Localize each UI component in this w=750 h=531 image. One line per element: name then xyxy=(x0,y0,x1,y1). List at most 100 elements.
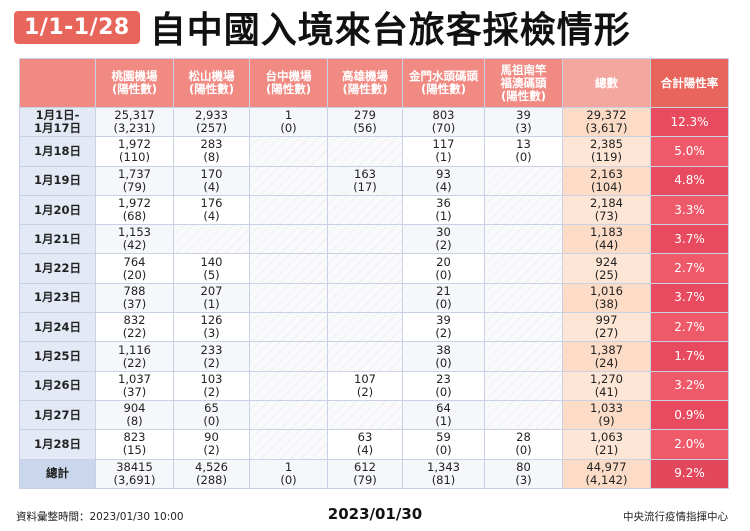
data-cell: 140 (5) xyxy=(173,253,250,284)
data-cell: 1,343 (81) xyxy=(402,458,485,489)
data-cell: 170 (4) xyxy=(173,165,250,196)
empty-cell xyxy=(249,341,328,372)
empty-cell xyxy=(249,282,328,314)
column-header: 台中機場 (陽性數) xyxy=(249,58,328,108)
positive-rate-cell: 3.7% xyxy=(650,282,729,314)
empty-cell xyxy=(484,312,563,343)
data-cell: 1,972 (110) xyxy=(95,136,174,167)
page-header: 1/1-1/28 自中國入境來台旅客採檢情形 xyxy=(14,4,631,51)
table-row: 1月20日 1,972 (68) 176 (4) 36 (1) 2,184 (73) 3.3% xyxy=(19,194,729,226)
empty-cell xyxy=(327,282,403,314)
empty-cell xyxy=(484,253,563,284)
empty-cell xyxy=(249,194,328,226)
empty-cell xyxy=(327,194,403,226)
data-cell: 90 (2) xyxy=(173,429,250,460)
total-cell: 2,163 (104) xyxy=(562,165,651,196)
table-row: 1月1日- 1月17日 25,317 (3,231) 2,933 (257) 1 (0) 279… xyxy=(19,106,729,138)
empty-cell xyxy=(484,370,563,401)
data-cell: 163 (17) xyxy=(327,165,403,196)
total-cell: 1,183 (44) xyxy=(562,224,651,255)
table-row: 1月21日 1,153 (42) 30 (2) 1,183 (44) 3.7% xyxy=(19,224,729,255)
empty-cell xyxy=(249,253,328,284)
data-cell: 788 (37) xyxy=(95,282,174,314)
total-cell: 1,016 (38) xyxy=(562,282,651,314)
empty-cell xyxy=(484,194,563,226)
data-cell: 1,972 (68) xyxy=(95,194,174,226)
table-row: 1月22日 764 (20) 140 (5) 20 (0) 924 (25) 2.7% xyxy=(19,253,729,284)
row-label: 1月25日 xyxy=(19,341,96,372)
total-cell: 997 (27) xyxy=(562,312,651,343)
positive-rate-cell: 3.7% xyxy=(650,224,729,255)
data-cell: 823 (15) xyxy=(95,429,174,460)
positive-rate-cell: 9.2% xyxy=(650,458,729,489)
empty-cell xyxy=(249,399,328,431)
empty-cell xyxy=(249,312,328,343)
summary-row: 總計 38415 (3,691) 4,526 (288) 1 (0) 612 (79) 1,343… xyxy=(19,458,729,489)
column-header: 總數 xyxy=(562,58,651,108)
row-label: 1月21日 xyxy=(19,224,96,255)
data-cell: 65 (0) xyxy=(173,399,250,431)
data-cell: 107 (2) xyxy=(327,370,403,401)
data-cell: 1,116 (22) xyxy=(95,341,174,372)
positive-rate-cell: 3.3% xyxy=(650,194,729,226)
empty-cell xyxy=(484,399,563,431)
total-cell: 924 (25) xyxy=(562,253,651,284)
empty-cell xyxy=(484,224,563,255)
empty-cell xyxy=(484,282,563,314)
data-cell: 93 (4) xyxy=(402,165,485,196)
data-cell: 764 (20) xyxy=(95,253,174,284)
data-cell: 20 (0) xyxy=(402,253,485,284)
data-cell: 39 (2) xyxy=(402,312,485,343)
column-header: 桃園機場 (陽性數) xyxy=(95,58,174,108)
date-range-badge: 1/1-1/28 xyxy=(14,10,140,44)
row-label: 1月28日 xyxy=(19,429,96,460)
data-cell: 1,737 (79) xyxy=(95,165,174,196)
row-label: 1月18日 xyxy=(19,136,96,167)
table-row: 1月27日 904 (8) 65 (0) 64 (1) 1,033 (9) 0.9% xyxy=(19,399,729,431)
data-cell: 117 (1) xyxy=(402,136,485,167)
data-cell: 1,037 (37) xyxy=(95,370,174,401)
data-cell: 207 (1) xyxy=(173,282,250,314)
data-cell: 283 (8) xyxy=(173,136,250,167)
row-label: 1月20日 xyxy=(19,194,96,226)
total-cell: 44,977 (4,142) xyxy=(562,458,651,489)
column-header: 馬祖南竿 福澳碼頭 (陽性數) xyxy=(484,58,563,108)
data-cell: 1,153 (42) xyxy=(95,224,174,255)
total-cell: 1,033 (9) xyxy=(562,399,651,431)
row-label: 1月23日 xyxy=(19,282,96,314)
data-cell: 64 (1) xyxy=(402,399,485,431)
data-cell: 103 (2) xyxy=(173,370,250,401)
positive-rate-cell: 3.2% xyxy=(650,370,729,401)
total-cell: 2,184 (73) xyxy=(562,194,651,226)
header-row: 桃園機場 (陽性數) 松山機場 (陽性數) 台中機場 (陽性數) 高雄機場 (陽性數) 金門水頭… xyxy=(19,58,729,108)
column-header: 松山機場 (陽性數) xyxy=(173,58,250,108)
data-cell: 21 (0) xyxy=(402,282,485,314)
row-label: 1月1日- 1月17日 xyxy=(19,106,96,138)
column-header xyxy=(19,58,96,108)
data-cell: 803 (70) xyxy=(402,106,485,138)
data-cell: 25,317 (3,231) xyxy=(95,106,174,138)
data-cell: 176 (4) xyxy=(173,194,250,226)
positive-rate-cell: 4.8% xyxy=(650,165,729,196)
total-cell: 2,385 (119) xyxy=(562,136,651,167)
positive-rate-cell: 2.7% xyxy=(650,253,729,284)
positive-rate-cell: 2.7% xyxy=(650,312,729,343)
column-header: 高雄機場 (陽性數) xyxy=(327,58,403,108)
data-cell: 233 (2) xyxy=(173,341,250,372)
data-cell: 28 (0) xyxy=(484,429,563,460)
data-cell: 38415 (3,691) xyxy=(95,458,174,489)
data-cell: 30 (2) xyxy=(402,224,485,255)
data-cell: 4,526 (288) xyxy=(173,458,250,489)
total-cell: 29,372 (3,617) xyxy=(562,106,651,138)
row-label: 1月27日 xyxy=(19,399,96,431)
positive-rate-cell: 0.9% xyxy=(650,399,729,431)
data-cell: 279 (56) xyxy=(327,106,403,138)
empty-cell xyxy=(249,224,328,255)
table-row: 1月23日 788 (37) 207 (1) 21 (0) 1,016 (38) 3.7% xyxy=(19,282,729,314)
data-cell: 13 (0) xyxy=(484,136,563,167)
row-label: 1月19日 xyxy=(19,165,96,196)
row-label: 1月22日 xyxy=(19,253,96,284)
data-cell: 1 (0) xyxy=(249,106,328,138)
table-row: 1月25日 1,116 (22) 233 (2) 38 (0) 1,387 (24) 1.7% xyxy=(19,341,729,372)
empty-cell xyxy=(327,312,403,343)
